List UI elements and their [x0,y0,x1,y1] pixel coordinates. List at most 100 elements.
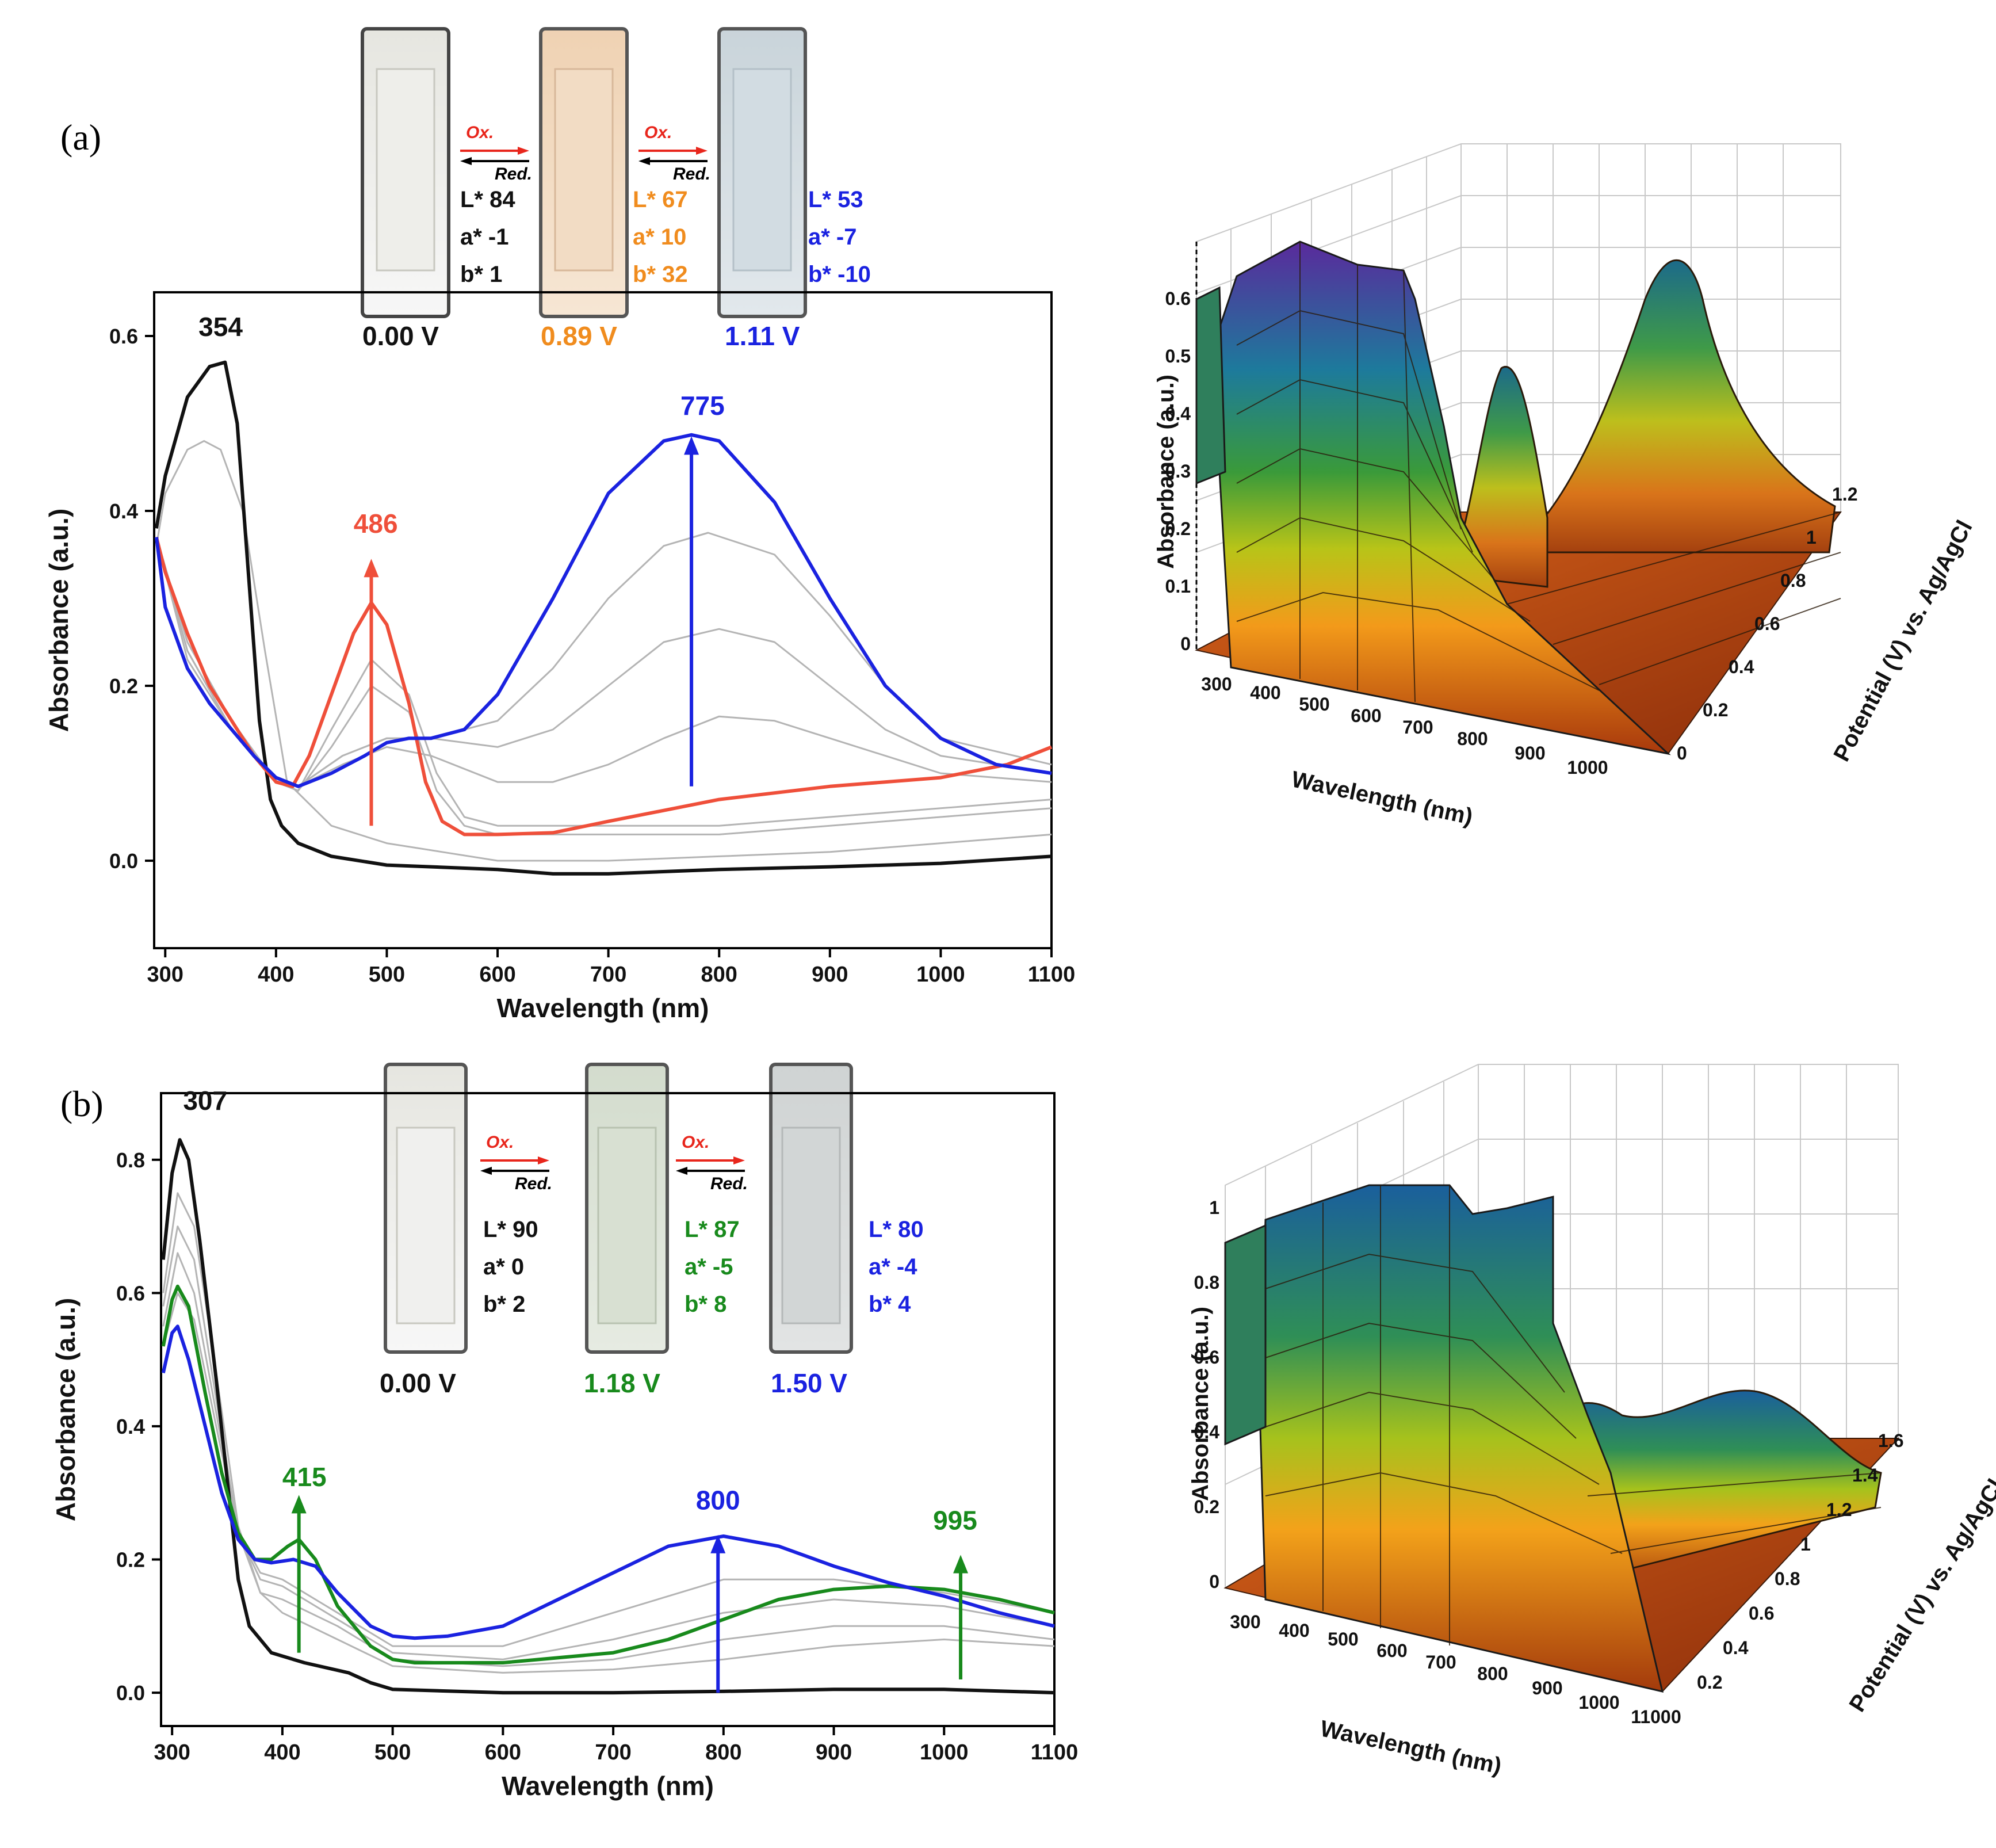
a-0v-a: a* -1 [460,224,509,250]
svg-text:0.5: 0.5 [1165,346,1191,366]
svg-text:0: 0 [1180,633,1191,654]
chart-b-series-000-V [161,1138,1055,1695]
b-118v-b: b* 8 [685,1292,726,1317]
a-111v-L: L* 53 [808,187,863,212]
surface-a-zlabel: Absorbance (a.u.) [1153,375,1179,569]
b-0v-a: a* 0 [483,1254,524,1280]
svg-text:Red.: Red. [710,1174,748,1193]
chart-b-y-axis-label: Absorbance (a.u.) [51,1298,81,1522]
ox-red-arrow-a2: Ox. Red. [638,123,710,184]
b-voltage-118v: 1.18 V [584,1368,660,1398]
chart-a-peak-label-486: 486 [354,509,398,539]
b-0v-b: b* 2 [483,1292,525,1317]
svg-text:800: 800 [1477,1663,1508,1684]
chart-a-x-tick-label: 900 [812,963,848,987]
chart-b-x-tick-label: 1100 [1031,1740,1078,1765]
svg-text:0: 0 [1209,1571,1219,1592]
chart-a-x-tick-label: 500 [369,963,405,987]
svg-text:Red.: Red. [515,1174,552,1193]
svg-text:Ox.: Ox. [644,123,672,142]
svg-text:0.3: 0.3 [1165,461,1191,482]
chart-b-x-tick-label: 500 [374,1740,411,1765]
chart-b-series-150-V [161,1324,1055,1640]
chart-b-x-axis-label: Wavelength (nm) [502,1771,714,1801]
svg-text:1: 1 [1209,1197,1219,1218]
chart-b-plot-frame [160,1092,1056,1727]
spectra-chart-b: 300 400 500 600 700 800 900 1000 1100 0.0 0.2 0.4 0.… [51,1086,1078,1801]
chart-a-series-intermediate-1 [155,440,1052,862]
a-089v-a: a* 10 [633,224,686,250]
svg-text:0.6: 0.6 [1165,288,1191,309]
svg-text:1000: 1000 [1578,1692,1619,1713]
chart-a-x-tick-label: 1000 [916,963,965,987]
svg-text:900: 900 [1515,743,1545,763]
chart-b-x-tick-label: 1000 [920,1740,969,1765]
svg-text:1.2: 1.2 [1832,484,1857,505]
chart-b-x-tick-label: 700 [595,1740,631,1765]
surface-a-x-ticks: 300 400 500 600 700 800 900 1000 [1201,674,1608,778]
a-voltage-089v: 0.89 V [541,321,617,351]
svg-text:700: 700 [1402,717,1433,738]
surface-a-xlabel: Wavelength (nm) [1289,766,1475,830]
spectra-chart-a: 300 400 500 600 700 800 900 1000 1100 0.0 0.2 0.4 0.… [44,291,1075,1023]
a-0v-L: L* 84 [460,187,515,212]
svg-text:0.4: 0.4 [1729,656,1754,677]
svg-text:500: 500 [1328,1629,1358,1650]
surface-b-zlabel: Absorbance (a.u.) [1188,1307,1213,1501]
svg-text:1.6: 1.6 [1878,1430,1903,1451]
svg-text:0.4: 0.4 [1194,1422,1220,1442]
chart-a-trend-arrowhead [364,559,379,578]
svg-text:1: 1 [1806,527,1817,548]
chart-a-x-axis-label: Wavelength (nm) [497,993,709,1023]
svg-text:Ox.: Ox. [466,123,494,142]
b-0v-L: L* 90 [483,1217,538,1242]
svg-text:300: 300 [1230,1612,1260,1632]
svg-text:600: 600 [1351,705,1381,726]
surface-plot-a: 0 0.1 0.2 0.3 0.4 0.5 0.6 Absorbance (a.… [1153,143,1978,830]
svg-text:0.2: 0.2 [1703,700,1728,720]
chart-a-x-tick-label: 400 [258,963,294,987]
chart-b-peak-label-415: 415 [282,1462,327,1492]
chart-a-peak-label-354: 354 [198,312,243,342]
surface-b-z-ticks: 0 0.2 0.4 0.6 0.8 1 [1194,1197,1220,1592]
svg-text:0.2: 0.2 [1194,1496,1219,1517]
svg-text:0.2: 0.2 [1165,518,1191,539]
chart-a-y-tick-label: 0.4 [109,499,138,523]
svg-text:0.6: 0.6 [1749,1603,1774,1624]
b-150v-L: L* 80 [869,1217,924,1242]
svg-text:0: 0 [1671,1706,1681,1727]
svg-text:1000: 1000 [1567,757,1608,778]
chart-b-x-tick-label: 600 [485,1740,521,1765]
a-voltage-111v: 1.11 V [725,321,800,351]
chart-a-y-tick-label: 0.2 [109,674,138,698]
cuvette-row-b: Ox. Red. Ox. Red. L* 90 a* 0 b* 2 L* 87 … [380,1063,924,1398]
svg-text:300: 300 [1201,674,1232,694]
svg-text:0.6: 0.6 [1754,613,1780,634]
a-voltage-0v: 0.00 V [362,321,439,351]
svg-text:0: 0 [1677,743,1687,763]
svg-text:Red.: Red. [673,165,710,184]
chart-b-x-tick-label: 300 [154,1740,190,1765]
svg-text:1: 1 [1800,1534,1811,1555]
chart-a-trend-arrowhead [684,436,699,455]
chart-a-x-tick-label: 700 [590,963,626,987]
svg-text:800: 800 [1457,728,1488,749]
chart-a-series-089-V [154,536,1053,837]
b-voltage-0v: 0.00 V [380,1368,456,1398]
chart-b-trend-arrowhead [291,1495,307,1514]
surface-b-x-ticks: 300 400 500 600 700 800 900 1000 1100 [1230,1612,1670,1727]
svg-text:500: 500 [1299,694,1329,715]
b-118v-a: a* -5 [685,1254,733,1280]
svg-text:400: 400 [1250,682,1280,703]
chart-b-trend-arrowhead [953,1555,969,1574]
a-0v-b: b* 1 [460,262,502,287]
chart-a-plot-frame [153,291,1053,949]
svg-text:700: 700 [1425,1652,1456,1673]
chart-b-y-tick-label: 0.4 [116,1415,145,1438]
cuvette-row-a: Ox. Red. Ox. Red. L* 84 a* -1 b* 1 L* 67… [361,27,871,351]
surface-b-xlabel: Wavelength (nm) [1318,1716,1504,1779]
svg-text:1.4: 1.4 [1852,1465,1878,1486]
chart-a-x-tick-label: 300 [147,963,183,987]
chart-a-peak-label-775: 775 [680,391,725,421]
b-150v-b: b* 4 [869,1292,911,1317]
